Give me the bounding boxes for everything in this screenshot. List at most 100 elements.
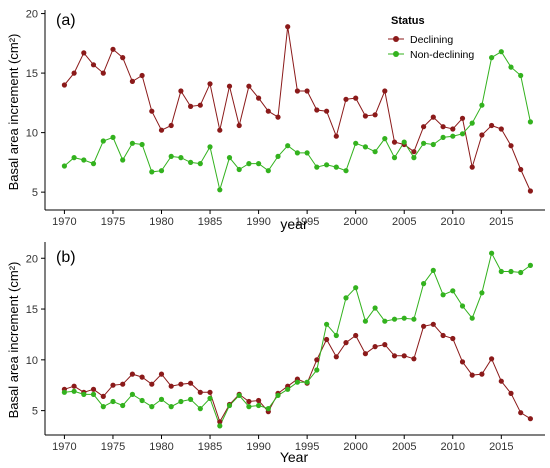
x-tick-label: 2010 bbox=[441, 216, 465, 228]
data-point-non-declining bbox=[469, 120, 475, 126]
data-point-non-declining bbox=[518, 269, 524, 276]
data-point-declining bbox=[450, 335, 456, 342]
data-point-non-declining bbox=[207, 144, 213, 150]
data-point-declining bbox=[391, 353, 398, 359]
data-point-declining bbox=[362, 351, 368, 357]
series-lines-b bbox=[64, 251, 531, 428]
data-point-non-declining bbox=[421, 140, 427, 146]
data-point-declining bbox=[411, 149, 417, 155]
data-point-non-declining bbox=[353, 140, 359, 146]
data-point-non-declining bbox=[246, 404, 252, 410]
data-point-declining bbox=[178, 381, 184, 387]
y-tick-label: 5 bbox=[32, 187, 38, 199]
data-point-declining bbox=[120, 55, 126, 61]
data-point-non-declining bbox=[90, 161, 97, 167]
x-tick-label: 1980 bbox=[149, 441, 173, 453]
data-point-non-declining bbox=[333, 332, 339, 339]
panel-b: 1970 1975 1980 1985 1990 1995 2000 2005 2010 2015… bbox=[6, 242, 545, 465]
data-point-declining bbox=[256, 397, 262, 404]
data-point-non-declining bbox=[382, 136, 388, 142]
legend-marker-declining bbox=[393, 36, 399, 42]
data-point-declining bbox=[71, 70, 77, 76]
x-tick-label: 1975 bbox=[101, 216, 125, 228]
data-point-declining bbox=[459, 359, 466, 365]
data-point-non-declining bbox=[353, 285, 359, 291]
data-point-non-declining bbox=[343, 168, 349, 174]
data-point-declining bbox=[139, 72, 145, 79]
x-tick-label: 2010 bbox=[441, 441, 465, 453]
data-point-non-declining bbox=[139, 141, 145, 148]
data-point-non-declining bbox=[110, 398, 116, 405]
data-point-non-declining bbox=[188, 159, 194, 165]
series-points-b bbox=[61, 250, 534, 429]
data-point-declining bbox=[372, 112, 378, 118]
data-point-non-declining bbox=[508, 268, 514, 275]
data-point-declining bbox=[324, 336, 330, 343]
data-point-declining bbox=[188, 380, 194, 386]
data-point-non-declining bbox=[372, 305, 378, 311]
data-point-non-declining bbox=[236, 166, 242, 173]
data-point-non-declining bbox=[71, 388, 77, 394]
data-point-declining bbox=[479, 371, 485, 377]
y-tick-label: 15 bbox=[26, 304, 38, 316]
data-point-declining bbox=[343, 340, 349, 346]
data-point-non-declining bbox=[129, 140, 135, 146]
data-point-non-declining bbox=[110, 134, 116, 140]
data-point-declining bbox=[382, 88, 388, 94]
x-tick-label: 1985 bbox=[198, 441, 222, 453]
data-point-declining bbox=[197, 102, 203, 108]
data-point-non-declining bbox=[197, 161, 203, 167]
data-point-non-declining bbox=[265, 406, 271, 412]
data-point-non-declining bbox=[430, 141, 436, 148]
data-point-declining bbox=[178, 88, 184, 94]
data-point-non-declining bbox=[391, 316, 398, 322]
x-tick-label: 1985 bbox=[198, 216, 222, 228]
data-point-non-declining bbox=[256, 161, 262, 167]
x-tick-label: 2015 bbox=[489, 216, 513, 228]
data-point-non-declining bbox=[217, 423, 223, 429]
data-point-declining bbox=[498, 126, 504, 132]
data-point-declining bbox=[246, 83, 252, 89]
data-point-non-declining bbox=[90, 391, 97, 397]
data-point-declining bbox=[343, 96, 349, 102]
data-point-non-declining bbox=[430, 267, 436, 273]
data-point-declining bbox=[139, 374, 145, 380]
data-point-non-declining bbox=[372, 149, 378, 155]
data-point-declining bbox=[527, 188, 534, 194]
ticks-a: 1970 1975 1980 1985 1990 1995 2000 2005 2010 2015… bbox=[26, 9, 514, 228]
data-point-declining bbox=[391, 139, 398, 145]
data-point-declining bbox=[90, 62, 97, 68]
data-point-non-declining bbox=[246, 161, 252, 167]
data-point-non-declining bbox=[411, 155, 417, 161]
data-point-non-declining bbox=[479, 102, 485, 108]
data-point-declining bbox=[430, 321, 436, 327]
legend-entry-declining: Declining bbox=[388, 34, 453, 46]
data-point-non-declining bbox=[382, 318, 388, 324]
y-tick-label: 20 bbox=[26, 253, 38, 265]
legend-title: Status bbox=[391, 15, 425, 27]
data-point-declining bbox=[518, 166, 524, 173]
panel-label-b: (b) bbox=[56, 249, 76, 266]
data-point-declining bbox=[149, 381, 155, 387]
data-point-non-declining bbox=[527, 119, 534, 125]
y-axis-title-a: Basal area increment (cm²) bbox=[6, 34, 21, 191]
data-point-declining bbox=[518, 410, 524, 416]
data-point-declining bbox=[158, 371, 165, 377]
data-point-non-declining bbox=[120, 402, 126, 409]
data-point-non-declining bbox=[314, 367, 320, 373]
x-tick-label: 2005 bbox=[392, 441, 416, 453]
data-point-non-declining bbox=[489, 250, 495, 256]
data-point-declining bbox=[265, 108, 271, 114]
data-point-declining bbox=[294, 88, 300, 94]
data-point-declining bbox=[168, 383, 174, 389]
panel-label-a: (a) bbox=[56, 12, 76, 29]
x-axis-title-a: year bbox=[280, 216, 308, 232]
data-point-non-declining bbox=[226, 402, 233, 409]
data-point-non-declining bbox=[440, 292, 446, 298]
legend: Status Declining Non-declining bbox=[388, 15, 474, 61]
data-point-declining bbox=[236, 122, 242, 129]
data-point-declining bbox=[527, 416, 534, 422]
data-point-declining bbox=[353, 95, 359, 101]
data-point-non-declining bbox=[401, 139, 407, 145]
x-tick-label: 2005 bbox=[392, 216, 416, 228]
